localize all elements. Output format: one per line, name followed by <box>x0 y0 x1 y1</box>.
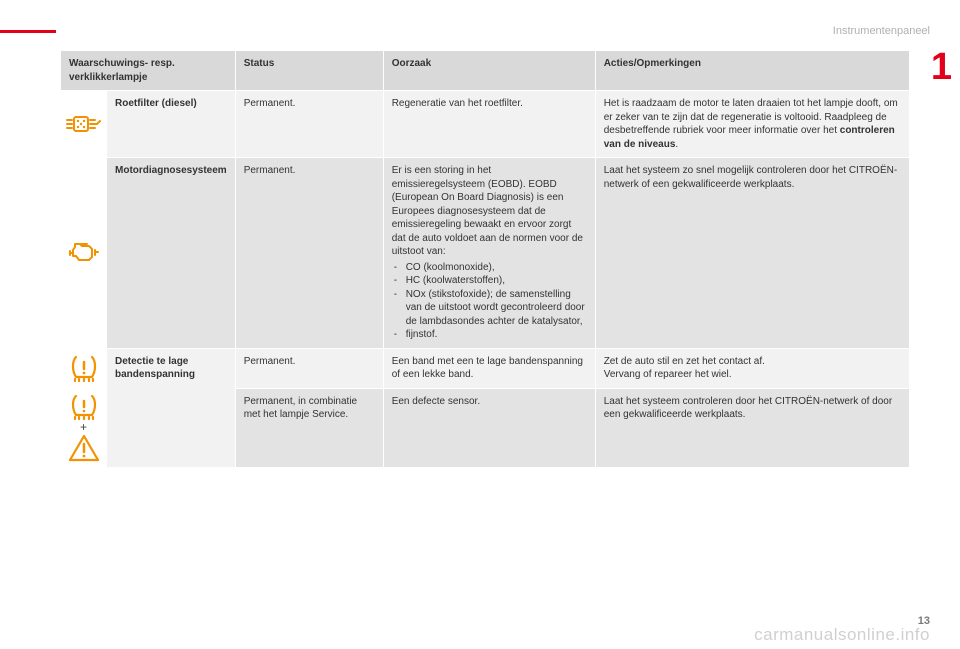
table-row: Detectie te lage bandenspanning Permanen… <box>61 348 910 388</box>
plus-sign: + <box>63 421 104 433</box>
row-name: Detectie te lage bandenspanning <box>107 348 236 467</box>
row-cause: Een defecte sensor. <box>383 388 595 467</box>
table-row: Motordiagnosesysteem Permanent. Er is ee… <box>61 158 910 349</box>
warning-lights-table: Waarschuwings- resp. verklikkerlampje St… <box>60 50 910 468</box>
dpf-icon <box>61 91 107 158</box>
row-action: Zet de auto stil en zet het contact af. … <box>595 348 909 388</box>
cause-item: HC (koolwaterstoffen), <box>392 274 587 288</box>
row-action: Het is raadzaam de motor te laten draaie… <box>595 91 909 158</box>
cause-item: NOx (stikstofoxide); de samenstelling va… <box>392 288 587 329</box>
cause-list: CO (koolmonoxide), HC (koolwaterstoffen)… <box>392 261 587 342</box>
row-status: Permanent. <box>235 348 383 388</box>
section-number: 1 <box>931 48 952 86</box>
tyre-pressure-icon <box>61 348 107 388</box>
row-name: Roetfilter (diesel) <box>107 91 236 158</box>
section-title: Instrumentenpaneel <box>833 25 930 37</box>
engine-icon <box>61 158 107 349</box>
th-cause: Oorzaak <box>383 51 595 91</box>
th-action: Acties/Opmerkingen <box>595 51 909 91</box>
row-cause: Er is een storing in het emissieregelsys… <box>383 158 595 349</box>
row-cause: Een band met een te lage bandenspanning … <box>383 348 595 388</box>
cause-intro: Er is een storing in het emissieregelsys… <box>392 165 583 257</box>
th-lamp: Waarschuwings- resp. verklikkerlampje <box>61 51 236 91</box>
row-cause: Regeneratie van het roetfilter. <box>383 91 595 158</box>
row-status: Permanent, in combinatie met het lampje … <box>235 388 383 467</box>
accent-bar <box>0 30 56 33</box>
cause-item: CO (koolmonoxide), <box>392 261 587 275</box>
watermark: carmanualsonline.info <box>754 625 930 645</box>
table-row: Roetfilter (diesel) Permanent. Regenerat… <box>61 91 910 158</box>
action-post: . <box>675 139 678 150</box>
row-status: Permanent. <box>235 158 383 349</box>
th-status: Status <box>235 51 383 91</box>
tyre-plus-warning-icon: + <box>61 388 107 467</box>
cause-item: fijnstof. <box>392 328 587 342</box>
row-name: Motordiagnosesysteem <box>107 158 236 349</box>
row-action: Laat het systeem controleren door het CI… <box>595 388 909 467</box>
row-status: Permanent. <box>235 91 383 158</box>
row-action: Laat het systeem zo snel mogelijk contro… <box>595 158 909 349</box>
